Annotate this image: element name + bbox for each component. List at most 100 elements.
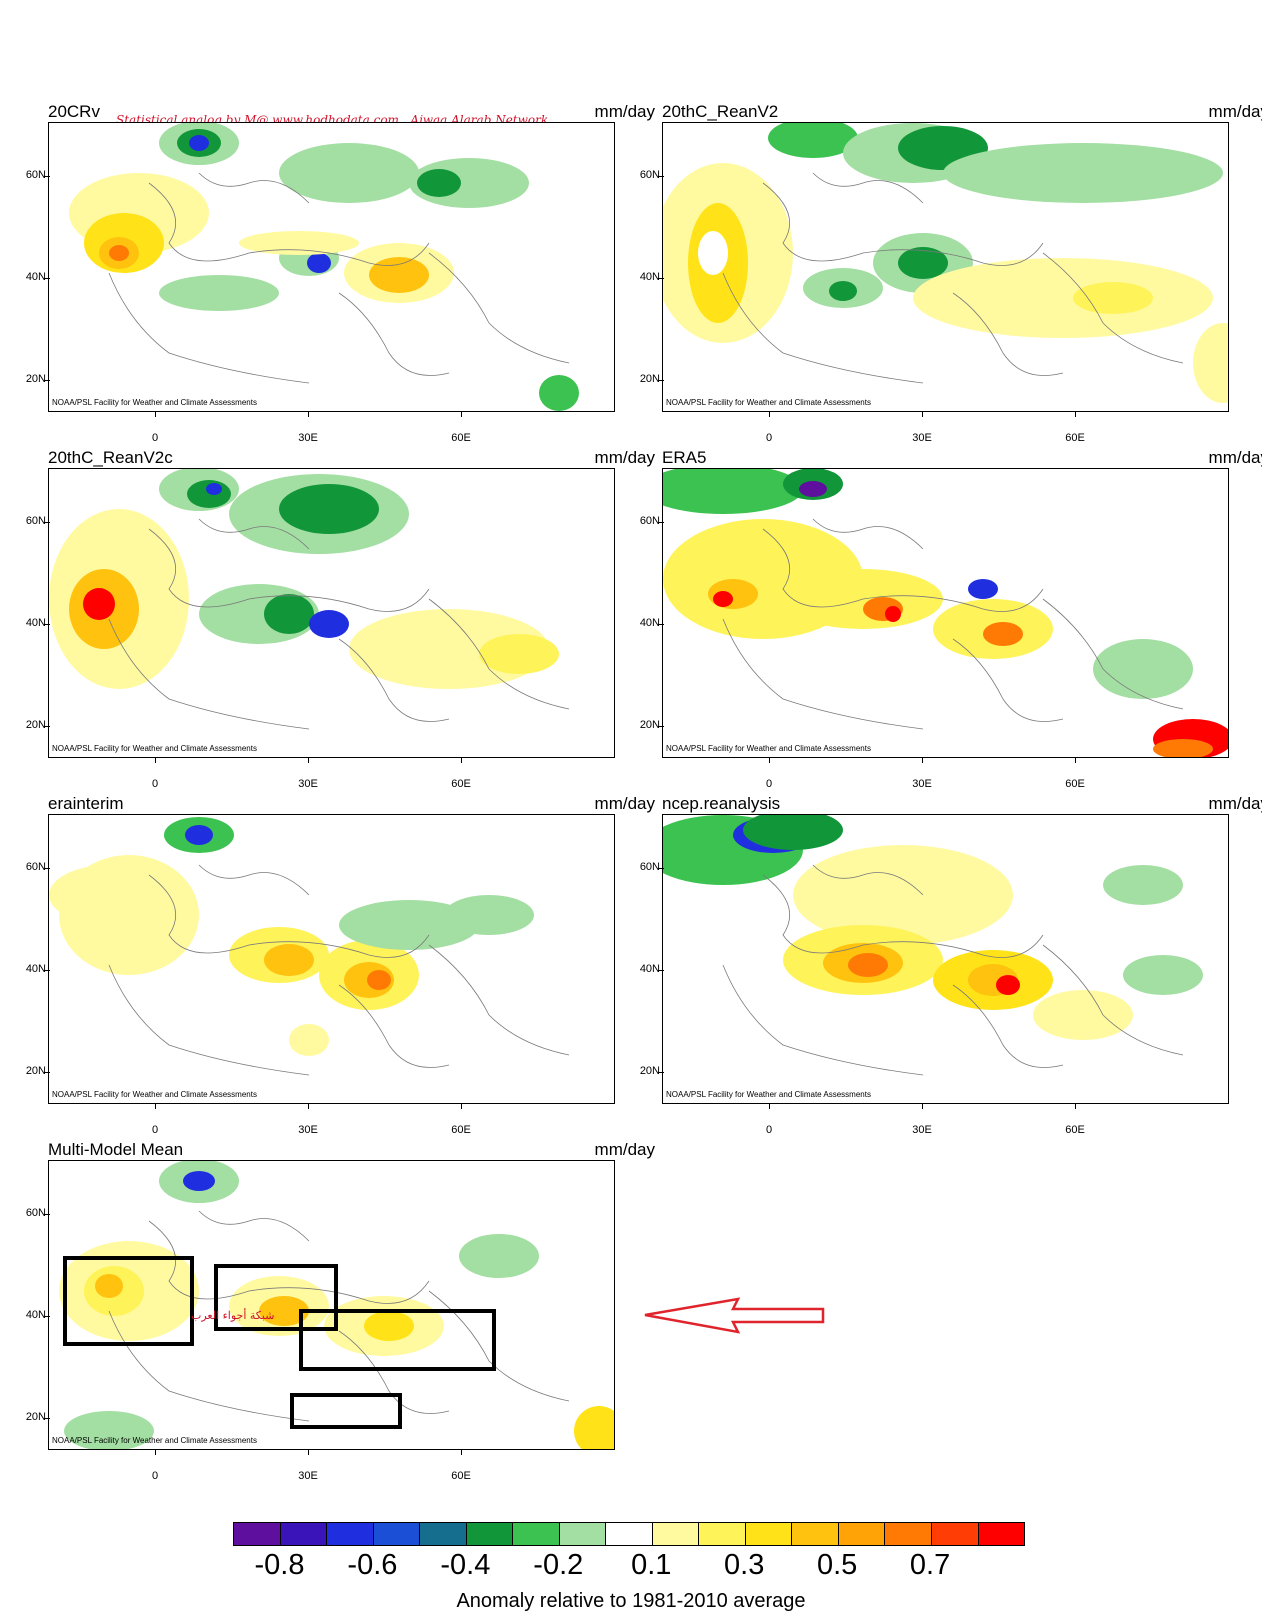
anomaly-field <box>663 469 1228 757</box>
anomaly-patch <box>109 245 129 261</box>
latitude-label: 40N <box>25 963 46 975</box>
panel-units: mm/day <box>594 102 655 121</box>
colorbar-swatch <box>327 1523 374 1545</box>
latitude-label: 60N <box>25 861 46 873</box>
coastline <box>1042 944 1184 1056</box>
longitude-tick <box>1075 411 1076 417</box>
latitude-label: 20N <box>25 719 46 731</box>
map-frame: NOAA/PSL Facility for Weather and Climat… <box>662 468 1229 758</box>
anomaly-field <box>663 123 1228 403</box>
coastline <box>108 964 310 1076</box>
longitude-label: 30E <box>298 1124 318 1136</box>
latitude-tick <box>44 380 50 381</box>
coastline <box>762 182 1044 266</box>
panel-units: mm/day <box>1208 102 1262 121</box>
credit-text: NOAA/PSL Facility for Weather and Climat… <box>666 398 871 407</box>
longitude-label: 30E <box>298 778 318 790</box>
anomaly-patch <box>793 845 1013 945</box>
anomaly-patch <box>264 594 314 634</box>
anomaly-patch <box>913 258 1213 338</box>
latitude-label: 20N <box>25 373 46 385</box>
anomaly-patch <box>968 579 998 599</box>
coastline <box>198 864 310 896</box>
anomaly-patch <box>279 484 379 534</box>
anomaly-patch <box>574 1406 614 1449</box>
anomaly-patch <box>183 1171 215 1191</box>
panel-multi-model-mean: Multi-Model Mean mm/day NOAA/PSL Facility … <box>26 1140 664 1485</box>
coastline <box>338 638 450 722</box>
map-frame: NOAA/PSL Facility for Weather and Climat… <box>662 122 1229 412</box>
coastline <box>198 1210 310 1242</box>
anomaly-patch <box>713 591 733 607</box>
latitude-tick <box>658 970 664 971</box>
latitude-tick <box>44 1418 50 1419</box>
colorbar-swatch <box>978 1523 1025 1545</box>
colorbar-label: -0.2 <box>533 1549 584 1581</box>
anomaly-patch <box>768 123 858 158</box>
colorbar-label: -0.4 <box>440 1549 491 1581</box>
longitude-label: 60E <box>451 1470 471 1482</box>
coastline <box>108 618 310 730</box>
colorbar-swatch <box>234 1523 281 1545</box>
latitude-label: 40N <box>25 271 46 283</box>
coastline <box>428 252 570 364</box>
panel-units: mm/day <box>594 794 655 813</box>
latitude-label: 60N <box>639 861 660 873</box>
colorbar-label: -0.8 <box>254 1549 305 1581</box>
panel-title: Multi-Model Mean <box>48 1140 184 1159</box>
anomaly-patch <box>64 1411 154 1449</box>
latitude-label: 20N <box>25 1411 46 1423</box>
map-frame: NOAA/PSL Facility for Weather and Climat… <box>48 468 615 758</box>
anomaly-patch <box>1123 955 1203 995</box>
latitude-tick <box>658 1072 664 1073</box>
colorbar-swatch <box>652 1523 700 1545</box>
panel-erainterim: erainterim mm/day NOAA/PSL Facility for We… <box>26 794 664 1139</box>
anomaly-patch <box>1193 323 1228 403</box>
anomaly-patch <box>1153 739 1213 757</box>
latitude-tick <box>44 868 50 869</box>
anomaly-patch <box>663 469 803 514</box>
panel-title: 20thC_ReanV2c <box>48 448 173 467</box>
anomaly-patch <box>83 588 115 620</box>
latitude-tick <box>658 278 664 279</box>
longitude-tick <box>922 411 923 417</box>
coastline <box>812 518 924 550</box>
coastline <box>198 518 310 550</box>
anomaly-patch <box>943 143 1223 203</box>
anomaly-patch <box>1073 282 1153 314</box>
longitude-label: 0 <box>765 432 773 444</box>
anomaly-patch <box>1093 639 1193 699</box>
colorbar-swatch <box>885 1523 932 1545</box>
anomaly-patch <box>848 953 888 977</box>
red-arrow-icon <box>644 1297 825 1334</box>
coastline <box>762 874 1044 958</box>
longitude-tick <box>308 757 309 763</box>
longitude-label: 60E <box>451 432 471 444</box>
credit-text: NOAA/PSL Facility for Weather and Climat… <box>52 1436 257 1445</box>
longitude-tick <box>461 1449 462 1455</box>
longitude-tick <box>922 1103 923 1109</box>
longitude-label: 30E <box>912 432 932 444</box>
longitude-tick <box>155 757 156 763</box>
longitude-label: 0 <box>151 432 159 444</box>
panel-units: mm/day <box>594 1140 655 1159</box>
anomaly-patch <box>885 606 901 622</box>
credit-text: NOAA/PSL Facility for Weather and Climat… <box>666 1090 871 1099</box>
panel-20crv: 20CRv mm/day Statistical analog by M@ www.… <box>26 102 664 447</box>
colorbar-label: 0.1 <box>631 1549 672 1581</box>
anomaly-patch <box>239 231 359 255</box>
colorbar-swatch <box>559 1523 607 1545</box>
map-frame: NOAA/PSL Facility for Weather and Climat… <box>48 814 615 1104</box>
latitude-tick <box>44 522 50 523</box>
colorbar-swatch <box>745 1523 793 1545</box>
colorbar-label: 0.7 <box>909 1549 951 1581</box>
longitude-tick <box>769 757 770 763</box>
anomaly-patch <box>698 231 728 275</box>
longitude-tick <box>461 1103 462 1109</box>
anomaly-patch <box>799 481 827 497</box>
anomaly-patch <box>364 1311 414 1341</box>
colorbar-swatch <box>699 1523 746 1545</box>
longitude-tick <box>1075 757 1076 763</box>
longitude-tick <box>308 1103 309 1109</box>
anomaly-patch <box>339 900 479 950</box>
